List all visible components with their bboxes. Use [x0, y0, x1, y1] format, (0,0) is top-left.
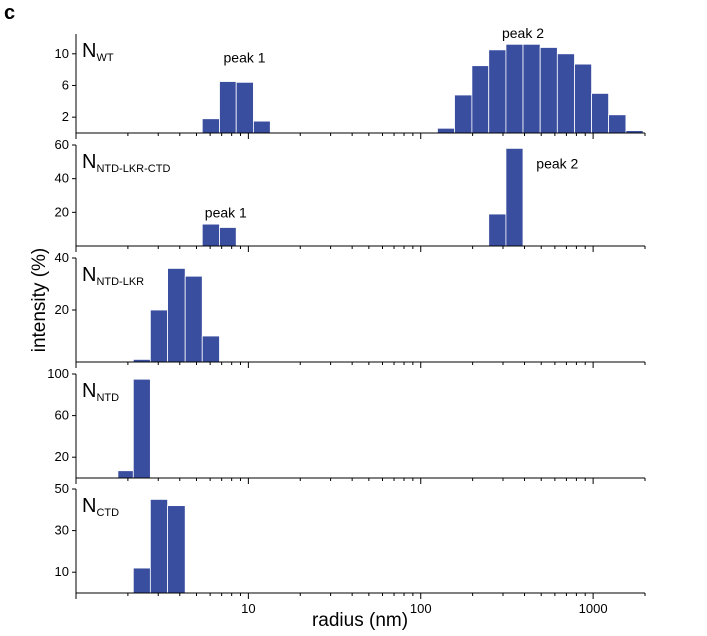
y-tick-label: 20 [55, 302, 69, 317]
y-tick-label: 2 [62, 109, 69, 124]
histogram-bar [201, 223, 220, 247]
series-name-label: NWT [82, 40, 114, 64]
histogram-bar [522, 43, 541, 134]
histogram-bar [253, 120, 271, 134]
y-tick-label: 40 [55, 250, 69, 265]
histogram-bar [505, 147, 524, 247]
series-name-label: NNTD-LKR-CTD [82, 151, 170, 175]
peak-annotation: peak 2 [536, 156, 578, 172]
y-tick-label: 100 [47, 366, 69, 381]
y-tick-label: 40 [55, 171, 69, 186]
y-tick-label: 50 [55, 481, 69, 496]
histogram-bar [608, 114, 627, 134]
y-tick-label: 10 [55, 46, 69, 61]
series-name-subscript: NTD-LKR [96, 276, 144, 288]
y-tick-label: 60 [55, 408, 69, 423]
histogram-bar [219, 227, 237, 247]
histogram-bar [167, 267, 186, 363]
histogram-bar [488, 213, 507, 247]
series-name-subscript: NTD-LKR-CTD [96, 163, 170, 175]
histogram-bar [201, 118, 220, 134]
histogram-bar [201, 335, 220, 363]
panel-label: c [4, 2, 16, 24]
histogram-bar [505, 43, 524, 134]
histogram-bar [117, 470, 134, 479]
y-tick-label: 20 [55, 449, 69, 464]
x-tick-label: 10 [241, 601, 255, 616]
series-name-label: NNTD [82, 380, 119, 404]
histogram-bar [132, 567, 151, 594]
histogram-bar [454, 94, 473, 134]
histogram-bar [488, 49, 507, 134]
x-axis-label: radius (nm) [311, 610, 409, 631]
histogram-bar [235, 81, 254, 134]
series-name-main: N [82, 495, 96, 517]
histogram-bar [437, 127, 455, 134]
y-tick-label: 6 [62, 77, 69, 92]
y-tick-label: 60 [55, 137, 69, 152]
series-name-main: N [82, 40, 96, 62]
y-tick-label: 30 [55, 523, 69, 538]
histogram-bar [574, 63, 592, 134]
histogram-bar [219, 81, 237, 134]
x-tick-label: 1000 [579, 601, 608, 616]
series-name-main: N [82, 380, 96, 402]
histogram-bar [132, 378, 151, 479]
histogram-bar [184, 275, 203, 363]
histogram-bar [556, 53, 575, 134]
series-name-main: N [82, 151, 96, 173]
series-name-subscript: WT [96, 52, 113, 64]
histogram-bar [149, 498, 169, 594]
series-name-main: N [82, 264, 96, 286]
series-name-subscript: NTD [96, 392, 119, 404]
y-tick-label: 20 [55, 204, 69, 219]
series-name-label: NCTD [82, 495, 119, 519]
histogram-bar [591, 93, 610, 134]
y-tick-label: 10 [55, 564, 69, 579]
histogram-bar [167, 505, 186, 594]
peak-annotation: peak 1 [205, 204, 247, 220]
peak-annotation: peak 2 [502, 25, 544, 41]
histogram-bar [149, 309, 169, 363]
histogram-bar [471, 65, 490, 134]
x-tick-label: 100 [410, 601, 432, 616]
histogram-bar [539, 47, 558, 134]
series-name-subscript: CTD [96, 507, 119, 519]
series-name-label: NNTD-LKR [82, 264, 144, 288]
peak-annotation: peak 1 [224, 50, 266, 66]
